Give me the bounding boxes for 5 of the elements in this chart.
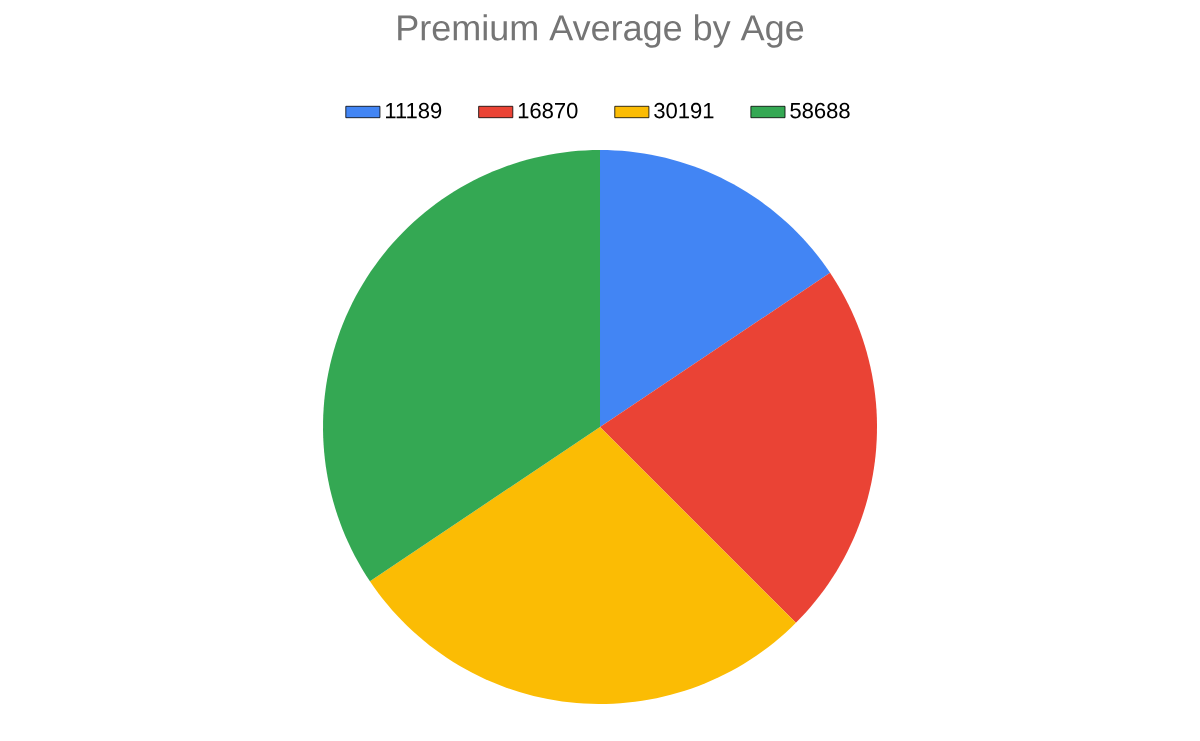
legend-label: 16870 <box>518 102 578 119</box>
legend-label: 30191 <box>654 102 714 119</box>
chart-title: Premium Average by Age <box>398 14 804 48</box>
legend-label: 58688 <box>790 102 850 119</box>
legend-label: 11189 <box>386 102 442 119</box>
